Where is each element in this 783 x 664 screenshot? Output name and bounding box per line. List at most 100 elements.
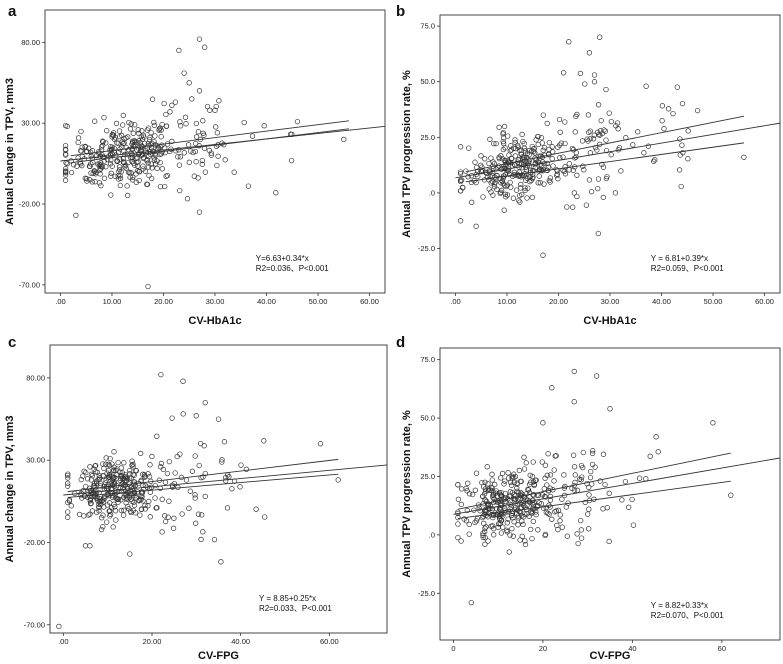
- data-point: [154, 158, 160, 164]
- chart-panel-a: .00 10.00 20.00 30.00 40.00 50.00 60.00 80.00 30…: [4, 9, 386, 327]
- data-point: [482, 541, 488, 547]
- data-point: [557, 518, 563, 524]
- data-point: [113, 517, 119, 523]
- data-point: [196, 209, 203, 215]
- data-point: [261, 438, 267, 444]
- data-point: [65, 483, 71, 489]
- data-point: [515, 522, 521, 528]
- data-point: [517, 185, 524, 191]
- data-point: [238, 462, 244, 468]
- data-point: [592, 144, 599, 151]
- x-tick-label: 40: [628, 644, 636, 653]
- data-point: [515, 490, 522, 496]
- data-point: [502, 507, 509, 513]
- data-point: [572, 129, 578, 135]
- data-point: [602, 128, 609, 134]
- data-point: [587, 128, 593, 134]
- data-point: [202, 470, 208, 477]
- data-point: [588, 188, 595, 195]
- data-point: [556, 116, 563, 123]
- data-point: [114, 140, 120, 146]
- data-point: [96, 501, 102, 507]
- data-point: [602, 481, 608, 488]
- data-point: [99, 515, 105, 521]
- data-point: [140, 486, 147, 493]
- data-point: [505, 516, 511, 522]
- data-point: [645, 143, 652, 149]
- data-point: [579, 138, 586, 144]
- data-point: [96, 180, 103, 186]
- data-point: [181, 150, 187, 156]
- data-point: [180, 378, 186, 384]
- data-point: [560, 70, 567, 76]
- data-point: [606, 110, 612, 116]
- data-point: [496, 490, 502, 496]
- data-point: [121, 460, 127, 466]
- data-point: [135, 159, 141, 165]
- data-point: [541, 486, 547, 492]
- plot-frame: [439, 14, 781, 294]
- data-point: [104, 519, 110, 525]
- data-point: [551, 478, 557, 484]
- data-point: [543, 504, 549, 511]
- data-point: [116, 488, 122, 495]
- data-point: [498, 180, 504, 186]
- data-point: [555, 507, 562, 513]
- data-point: [199, 157, 205, 164]
- data-point: [499, 470, 506, 477]
- data-point: [273, 190, 279, 196]
- regression-stats: R2=0.059、P<0.001: [651, 264, 724, 273]
- data-point: [98, 144, 105, 150]
- data-point: [103, 480, 109, 486]
- data-point: [538, 135, 545, 141]
- data-point: [574, 193, 580, 200]
- data-point: [128, 508, 134, 515]
- data-point: [661, 126, 667, 132]
- data-point: [129, 158, 135, 165]
- data-point: [511, 479, 517, 486]
- data-point: [500, 138, 506, 145]
- y-tick-label: -20.00: [19, 200, 40, 209]
- data-point: [593, 373, 600, 379]
- data-point: [169, 102, 175, 108]
- x-tick-label: 60: [718, 644, 726, 653]
- data-point: [87, 498, 93, 504]
- data-point: [518, 151, 524, 157]
- y-axis-title: Annual change in TPV, mm3: [4, 78, 16, 225]
- data-point: [529, 509, 536, 515]
- ci-lower-line: [70, 128, 349, 164]
- data-point: [555, 176, 561, 182]
- data-point: [107, 500, 113, 506]
- data-point: [119, 481, 125, 487]
- data-point: [532, 164, 538, 171]
- scatter-points: [455, 34, 780, 258]
- data-point: [129, 458, 135, 464]
- panel-label-a: a: [8, 3, 17, 20]
- x-tick-label: 30.00: [206, 297, 225, 306]
- data-point: [476, 505, 482, 511]
- data-point: [540, 252, 546, 258]
- data-point: [469, 199, 475, 205]
- data-point: [139, 128, 145, 134]
- data-point: [109, 482, 115, 488]
- regression-line: [63, 464, 387, 496]
- data-point: [464, 488, 470, 494]
- data-point: [455, 514, 461, 521]
- data-point: [164, 470, 171, 477]
- data-point: [62, 142, 69, 149]
- data-point: [185, 142, 192, 148]
- data-point: [566, 39, 572, 45]
- data-point: [520, 159, 527, 165]
- data-point: [152, 161, 159, 167]
- data-point: [514, 485, 520, 491]
- x-tick-label: 0: [451, 644, 455, 653]
- data-point: [84, 178, 90, 184]
- data-point: [455, 521, 461, 527]
- data-point: [531, 492, 537, 498]
- data-point: [495, 524, 501, 530]
- data-point: [231, 169, 237, 175]
- regression-line: [60, 125, 385, 162]
- plot-frame: [49, 344, 388, 634]
- data-point: [728, 492, 734, 498]
- data-point: [317, 441, 324, 447]
